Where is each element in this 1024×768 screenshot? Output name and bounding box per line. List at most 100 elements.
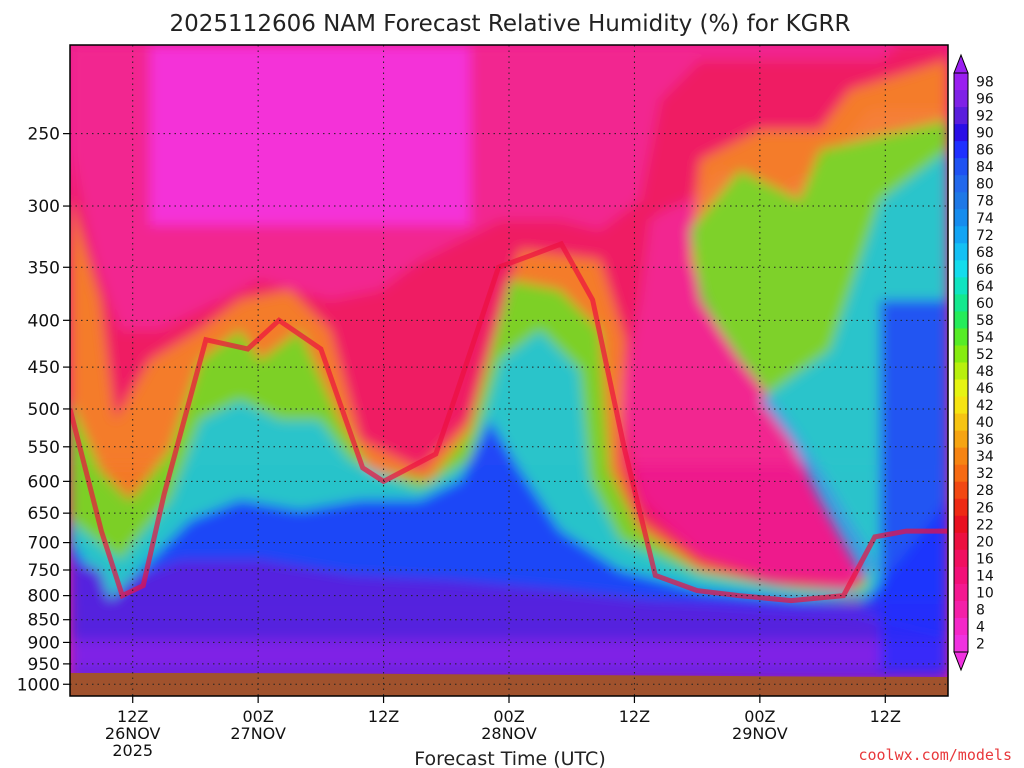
- colorbar-frame: [953, 72, 969, 653]
- colorbar-swatch: [954, 396, 968, 415]
- y-axis: 2503003504004505005506006507007508008509…: [17, 125, 70, 695]
- colorbar-swatch: [954, 73, 968, 91]
- colorbar-label: 72: [976, 228, 994, 244]
- y-tick-label: 750: [28, 561, 60, 581]
- colorbar-label: 8: [976, 602, 985, 618]
- colorbar-swatch: [954, 498, 968, 517]
- colorbar-swatch: [954, 549, 968, 568]
- y-tick-label: 300: [28, 197, 60, 217]
- colorbar-swatch: [954, 243, 968, 261]
- colorbar-label: 60: [976, 296, 994, 312]
- x-tick-label: 12Z: [368, 707, 399, 726]
- y-tick-label: 700: [28, 534, 60, 554]
- colorbar-swatch: [954, 515, 968, 534]
- y-tick-label: 900: [28, 633, 60, 653]
- colorbar-label: 40: [976, 415, 994, 431]
- colorbar-label: 34: [976, 449, 994, 465]
- credit-text: coolwx.com/models: [858, 746, 1012, 764]
- colorbar-label: 36: [976, 432, 994, 448]
- colorbar-label: 98: [976, 75, 994, 91]
- x-tick-label: 12Z: [870, 707, 901, 726]
- y-tick-label: 550: [28, 438, 60, 458]
- colorbar-swatch: [954, 600, 968, 619]
- colorbar-label: 80: [976, 177, 994, 193]
- colorbar-swatch: [954, 158, 968, 176]
- colorbar-label: 52: [976, 347, 994, 363]
- colorbar-label: 48: [976, 364, 994, 380]
- colorbar-label: 90: [976, 126, 994, 142]
- colorbar-label: 86: [976, 143, 994, 159]
- colorbar-swatch: [954, 294, 968, 312]
- rh-field: [70, 45, 948, 680]
- colorbar-swatch: [954, 90, 968, 108]
- colorbar-label: 32: [976, 466, 994, 482]
- colorbar-swatch: [954, 362, 968, 381]
- colorbar-swatch: [954, 277, 968, 295]
- chart-title: 2025112606 NAM Forecast Relative Humidit…: [170, 11, 851, 37]
- colorbar-swatch: [954, 328, 968, 346]
- colorbar-label: 64: [976, 279, 994, 295]
- moist-layer-top-contour: [70, 240, 948, 604]
- y-tick-label: 400: [28, 311, 60, 331]
- colorbar-label: 10: [976, 585, 994, 601]
- y-tick-label: 1000: [17, 675, 60, 695]
- colorbar-label: 42: [976, 398, 994, 414]
- colorbar-label: 26: [976, 500, 994, 516]
- colorbar-arrow-bottom: [953, 651, 969, 672]
- x-tick-label: 00Z: [242, 707, 273, 726]
- y-tick-label: 850: [28, 611, 60, 631]
- colorbar-label: 16: [976, 551, 994, 567]
- y-tick-label: 600: [28, 472, 60, 492]
- x-tick-label: 00Z: [744, 707, 775, 726]
- x-tick-label: 12Z: [619, 707, 650, 726]
- colorbar-label: 14: [976, 568, 994, 584]
- rh-region-very-dry: [150, 45, 470, 225]
- colorbar-swatch: [954, 447, 968, 466]
- colorbar-label: 54: [976, 330, 994, 346]
- colorbar-label: 92: [976, 109, 994, 125]
- colorbar-swatch: [954, 107, 968, 125]
- colorbar-swatch: [954, 566, 968, 585]
- y-tick-label: 450: [28, 358, 60, 378]
- colorbar-label: 4: [976, 619, 985, 635]
- colorbar-swatch: [954, 634, 968, 653]
- colorbar-label: 74: [976, 211, 994, 227]
- colorbar-label: 46: [976, 381, 994, 397]
- y-tick-label: 350: [28, 258, 60, 278]
- rh-column-right: [880, 300, 948, 670]
- colorbar-swatch: [954, 430, 968, 449]
- colorbar-label: 84: [976, 160, 994, 176]
- colorbar-label: 28: [976, 483, 994, 499]
- colorbar-swatch: [954, 617, 968, 636]
- colorbar-swatch: [954, 124, 968, 142]
- x-tick-label: 29NOV: [732, 724, 788, 743]
- x-tick-label: 00Z: [493, 707, 524, 726]
- colorbar-swatch: [954, 209, 968, 227]
- y-tick-label: 650: [28, 504, 60, 524]
- y-tick-label: 800: [28, 587, 60, 607]
- colorbar-swatch: [954, 345, 968, 363]
- colorbar-swatch: [954, 481, 968, 500]
- colorbar-label: 66: [976, 262, 994, 278]
- colorbar-label: 68: [976, 245, 994, 261]
- colorbar-label: 22: [976, 517, 994, 533]
- colorbar: 9896929086848078747268666460585452484642…: [953, 53, 994, 672]
- colorbar-label: 58: [976, 313, 994, 329]
- x-axis-label: Forecast Time (UTC): [414, 748, 605, 768]
- colorbar-swatch: [954, 141, 968, 159]
- x-tick-label: 12Z: [117, 707, 148, 726]
- colorbar-swatch: [954, 175, 968, 193]
- colorbar-label: 2: [976, 636, 985, 652]
- colorbar-swatch: [954, 226, 968, 244]
- colorbar-swatch: [954, 192, 968, 210]
- colorbar-swatch: [954, 311, 968, 329]
- x-tick-label: 2025: [112, 741, 153, 760]
- colorbar-arrow-top: [953, 53, 969, 74]
- colorbar-label: 78: [976, 194, 994, 210]
- y-tick-label: 500: [28, 400, 60, 420]
- x-tick-label: 26NOV: [105, 724, 161, 743]
- colorbar-swatch: [954, 260, 968, 278]
- colorbar-swatch: [954, 583, 968, 602]
- y-tick-label: 950: [28, 655, 60, 675]
